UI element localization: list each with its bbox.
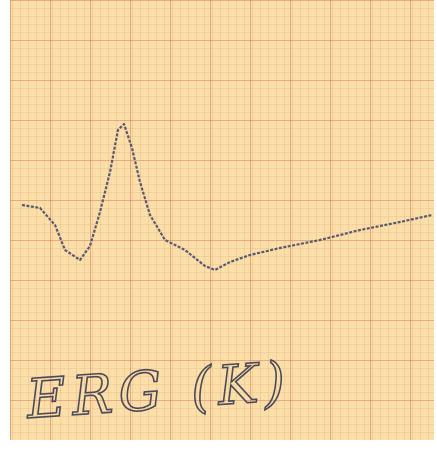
erg-trace [21, 122, 433, 272]
grid [10, 0, 434, 440]
